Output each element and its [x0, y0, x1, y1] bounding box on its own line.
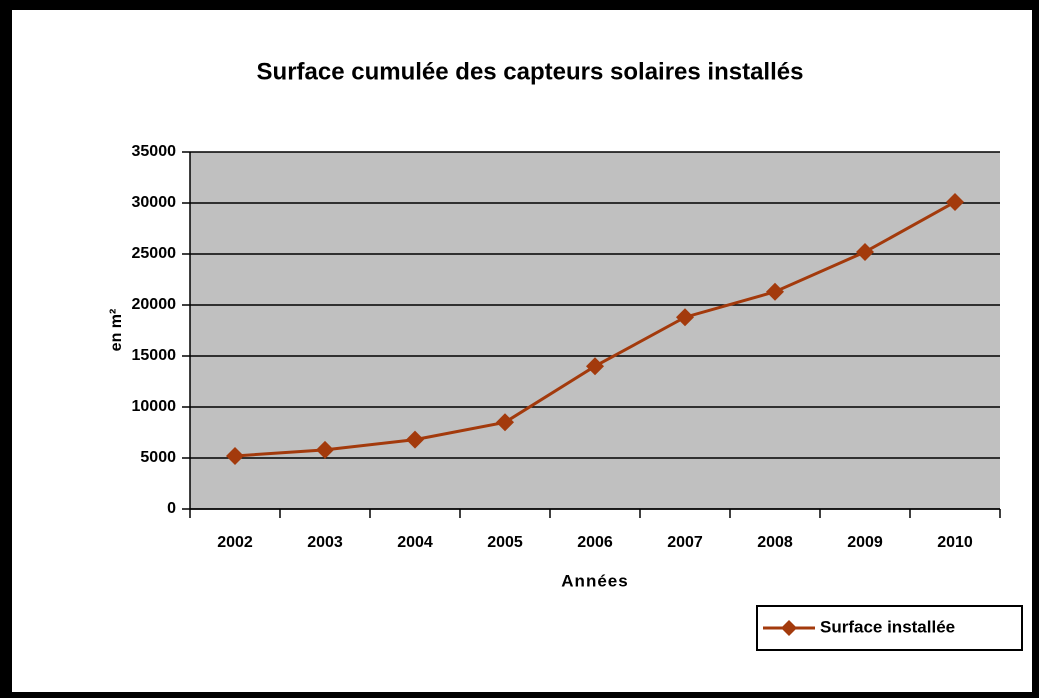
- frame-bottom: [0, 692, 1039, 698]
- marker: [766, 282, 784, 301]
- y-tick-label: 25000: [132, 245, 177, 262]
- x-tick-label: 2003: [307, 534, 343, 551]
- x-tick-label: 2008: [757, 534, 793, 551]
- x-tick-label: 2007: [667, 534, 703, 551]
- frame-right: [1032, 0, 1039, 698]
- y-axis-title: en m²: [108, 309, 125, 352]
- y-tick-label: 5000: [140, 449, 176, 466]
- legend-marker: [781, 620, 797, 636]
- x-tick-label: 2009: [847, 534, 883, 551]
- marker: [496, 413, 514, 432]
- y-tick-label: 0: [167, 500, 176, 517]
- frame-top: [0, 0, 1039, 10]
- y-tick-label: 10000: [132, 398, 177, 415]
- marker: [586, 357, 604, 376]
- y-tick-label: 20000: [132, 296, 177, 313]
- x-axis-title: Années: [561, 571, 628, 590]
- frame-left: [0, 0, 12, 698]
- x-tick-label: 2010: [937, 534, 973, 551]
- y-tick-label: 30000: [132, 194, 177, 211]
- chart-title: Surface cumulée des capteurs solaires in…: [257, 58, 804, 85]
- marker: [316, 440, 334, 459]
- x-tick-label: 2005: [487, 534, 523, 551]
- plot-area: [190, 152, 1000, 509]
- marker: [406, 430, 424, 449]
- y-tick-label: 35000: [132, 143, 177, 160]
- legend: Surface installée: [756, 605, 1023, 651]
- marker: [856, 242, 874, 261]
- marker: [226, 446, 244, 465]
- x-tick-label: 2006: [577, 534, 613, 551]
- marker: [676, 308, 694, 327]
- y-tick-label: 15000: [132, 347, 177, 364]
- legend-label: Surface installée: [820, 617, 955, 636]
- x-tick-label: 2004: [397, 534, 433, 551]
- marker: [946, 192, 964, 211]
- x-tick-label: 2002: [217, 534, 253, 551]
